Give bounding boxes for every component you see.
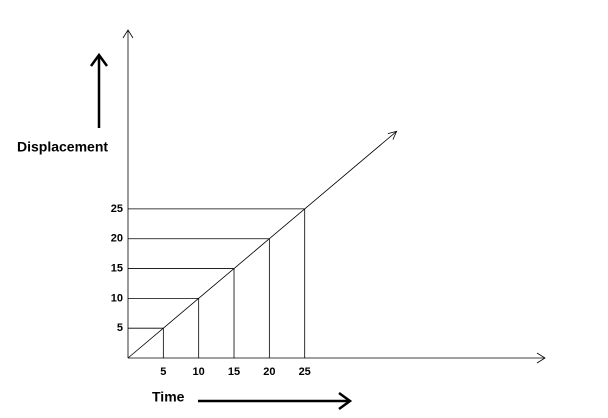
x-tick-label: 25 bbox=[299, 366, 311, 378]
x-label-arrow-head bbox=[338, 391, 353, 411]
y-tick-label: 15 bbox=[111, 262, 123, 274]
y-axis-label: Displacement bbox=[17, 139, 108, 155]
x-axis-arrow bbox=[536, 352, 546, 364]
y-tick-label: 20 bbox=[111, 233, 123, 245]
y-tick-label: 25 bbox=[111, 203, 123, 215]
x-tick-label: 20 bbox=[263, 366, 275, 378]
x-tick-label: 5 bbox=[160, 366, 166, 378]
x-tick-label: 15 bbox=[228, 366, 240, 378]
y-tick-label: 10 bbox=[111, 292, 123, 304]
y-label-arrow-head bbox=[89, 52, 109, 67]
x-tick-label: 10 bbox=[193, 366, 205, 378]
y-tick-label: 5 bbox=[117, 322, 123, 334]
x-axis-label: Time bbox=[152, 389, 185, 405]
data-line bbox=[127, 131, 397, 359]
line-arrow-head bbox=[387, 130, 398, 140]
y-axis-arrow bbox=[122, 29, 134, 39]
